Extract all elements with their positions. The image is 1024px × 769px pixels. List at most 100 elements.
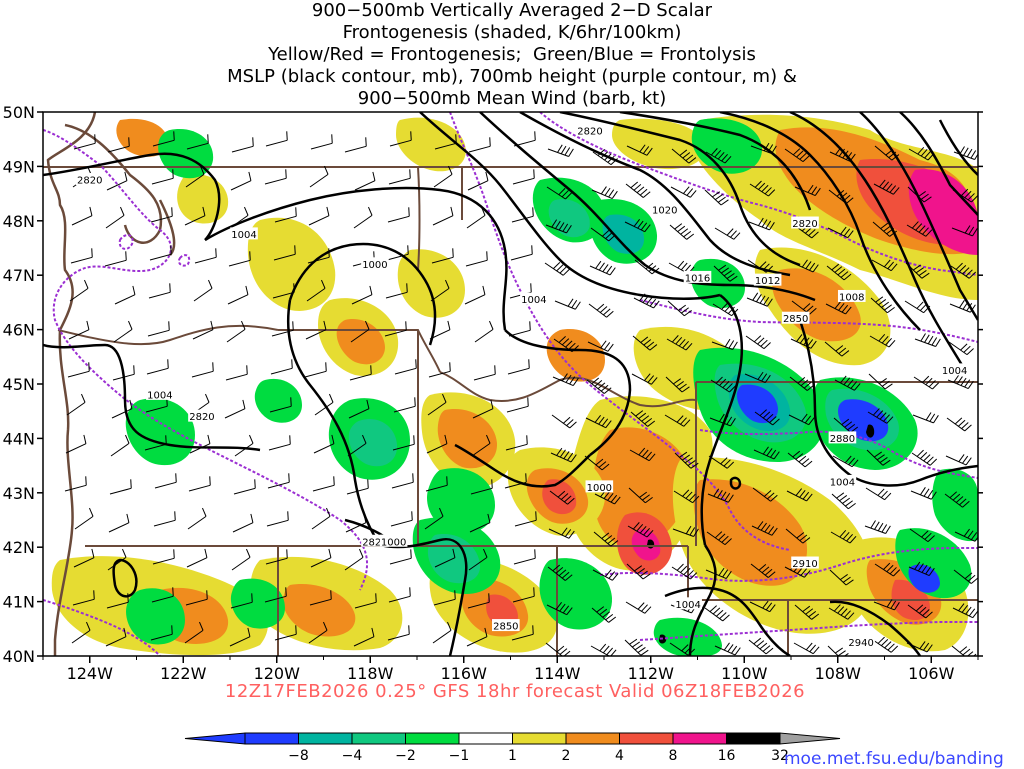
wind-barb-flag (727, 494, 734, 503)
wind-barb-staff (271, 329, 294, 337)
wind-barb-flag (809, 307, 817, 315)
wind-barb-flag (974, 153, 978, 160)
wind-barb-flag (604, 387, 612, 394)
wind-barb-flag (954, 417, 963, 425)
wind-barb-flag (631, 641, 640, 648)
wind-barb-flag (715, 193, 723, 201)
wind-barb-flag (291, 359, 293, 369)
contour-label-bg (940, 363, 969, 376)
wind-barb-staff (472, 408, 494, 419)
wind-barb-flag (880, 490, 888, 498)
wind-barb-staff (225, 373, 248, 381)
wind-barb-staff (864, 525, 886, 534)
wind-barb-staff (354, 180, 376, 191)
wind-barb-flag (366, 399, 370, 409)
wind-barb-flag (449, 362, 451, 372)
wind-barb-flag (795, 453, 804, 460)
wind-barb-flag (811, 613, 820, 620)
colorbar-label: 4 (615, 748, 624, 764)
wind-barb-flag (805, 642, 813, 651)
wind-barb-staff (430, 287, 450, 302)
wind-barb-staff (433, 173, 453, 188)
wind-barb-flag (893, 569, 901, 577)
colorbar-label: −2 (395, 748, 416, 764)
wind-barb-staff (385, 291, 408, 299)
wind-barb-flag (645, 496, 653, 504)
title-line-1: 900−500mb Vertically Averaged 2−D Scalar (311, 0, 713, 21)
wind-barb-flag (242, 399, 246, 409)
wind-barb-flag (559, 648, 568, 655)
wind-barb-flag (768, 189, 776, 197)
wind-barb-flag (923, 454, 931, 462)
wind-barb-flag (673, 378, 682, 385)
wind-barb-flag (753, 335, 762, 343)
wind-barb-flag (805, 608, 814, 615)
credit-url[interactable]: moe.met.fsu.edu/banding (784, 749, 1004, 769)
wind-barb-flag (602, 229, 610, 237)
wind-barb-staff (231, 556, 251, 571)
wind-barb-flag (686, 233, 695, 240)
wind-barb-flag (847, 230, 854, 238)
wind-barb-flag (760, 339, 768, 347)
wind-barb-flag (490, 399, 494, 409)
lon-label: 108W (815, 664, 862, 683)
wind-barb-flag (801, 458, 810, 465)
wind-barb-flag (831, 263, 840, 271)
wind-barb-flag (966, 348, 974, 355)
wind-barb-flag (207, 134, 209, 144)
wind-barb-flag (682, 489, 690, 497)
wind-barb-flag (838, 148, 845, 157)
wind-barb-flag (637, 602, 645, 610)
wind-barb-flag (771, 527, 778, 536)
lat-label: 47N (3, 266, 35, 285)
wind-barb-staff (234, 442, 254, 457)
wind-barb-staff (344, 556, 364, 571)
wind-barb-flag (450, 206, 454, 216)
wind-barb-staff (185, 173, 205, 188)
wind-barb-flag (128, 137, 130, 147)
wind-barb-flag (596, 303, 605, 311)
wind-barb-staff (305, 329, 327, 340)
wind-barb-flag (717, 151, 725, 160)
wind-barb-flag (811, 231, 819, 239)
wind-barb-flag (605, 613, 614, 621)
wind-barb-flag (677, 225, 686, 233)
wind-barb-flag (684, 264, 692, 273)
wind-barb-flag (602, 611, 611, 618)
wind-barb-staff (951, 645, 966, 656)
wind-barb-flag (964, 572, 973, 580)
wind-barb-staff (510, 253, 533, 261)
wind-barb-staff (347, 442, 367, 457)
wind-barb-staff (74, 515, 94, 530)
wind-barb-flag (567, 497, 575, 505)
wind-barb-flag (671, 335, 679, 343)
wind-barb-staff (464, 294, 486, 305)
wind-barb-flag (676, 563, 684, 571)
wind-barb-flag (413, 435, 415, 445)
wind-barb-flag (730, 418, 736, 427)
wind-barb-flag (124, 171, 128, 181)
wind-barb-flag (635, 410, 644, 417)
wind-barb-flag (839, 192, 848, 200)
wind-barb-staff (106, 601, 129, 609)
wind-barb-flag (630, 181, 639, 189)
wind-barb-flag (804, 460, 813, 468)
wind-barb-flag (646, 147, 653, 156)
wind-barb-flag (802, 303, 811, 310)
lon-label: 114W (534, 664, 581, 683)
wind-barb-flag (766, 413, 774, 421)
wind-barb-staff (387, 215, 410, 223)
wind-barb-flag (765, 602, 773, 611)
wind-barb-staff (149, 253, 172, 261)
wind-barb-flag (639, 293, 646, 302)
wind-barb-flag (798, 455, 807, 463)
wind-barb-flag (714, 150, 722, 158)
wind-barb-flag (733, 232, 741, 240)
wind-barb-flag (172, 169, 174, 179)
wind-barb-flag (921, 272, 930, 279)
wind-barb-staff (67, 370, 90, 378)
wind-barb-staff (186, 142, 209, 150)
wind-barb-flag (923, 305, 931, 314)
wind-barb-flag (676, 415, 684, 423)
wind-barb-flag (769, 416, 777, 423)
